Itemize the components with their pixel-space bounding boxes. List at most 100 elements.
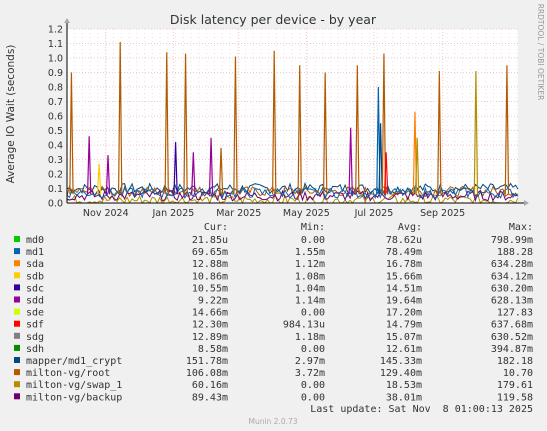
- legend-value-avg: 15.66m: [386, 271, 422, 282]
- spike-mark: [473, 71, 479, 195]
- spike-mark: [504, 65, 510, 195]
- x-axis-ticks: Nov 2024 Jan 2025 Mar 2025 May 2025 Jul 2025…: [83, 208, 465, 219]
- spike-mark: [105, 155, 111, 195]
- y-tick-label: 0.4: [48, 141, 63, 152]
- spike-mark: [322, 72, 328, 195]
- y-tick-label: 1.2: [48, 25, 63, 36]
- spike-mark: [164, 52, 169, 195]
- spike-mark: [437, 71, 442, 195]
- y-tick-label: 1.1: [48, 39, 63, 50]
- legend-value-max: 630.52m: [491, 332, 533, 343]
- legend-value-avg: 14.51m: [386, 283, 422, 294]
- legend-series-name: sda: [26, 259, 44, 270]
- x-tick-label: Nov 2024: [83, 208, 129, 219]
- legend-series-name: sdb: [26, 271, 44, 282]
- legend-value-cur: 9.22m: [198, 296, 228, 307]
- legend-value-min: 0.00: [301, 392, 325, 403]
- legend-value-max: 127.83: [497, 308, 533, 319]
- legend-value-max: 394.87m: [491, 344, 533, 355]
- legend-value-cur: 8.58m: [198, 344, 228, 355]
- legend-swatch: [14, 272, 20, 279]
- legend-value-max: 188.28: [497, 247, 533, 258]
- spike-mark: [208, 137, 214, 195]
- legend-swatch: [14, 369, 20, 376]
- grid: [67, 28, 518, 203]
- legend-value-avg: 15.07m: [386, 332, 422, 343]
- legend-value-cur: 69.65m: [192, 247, 228, 258]
- series-line-mapper-md1-crypt: [66, 182, 519, 195]
- legend-value-min: 0.00: [301, 344, 325, 355]
- legend-series-name: sdd: [26, 296, 44, 307]
- y-tick-label: 0.5: [48, 126, 63, 137]
- legend-value-max: 119.58: [497, 392, 533, 403]
- spike-mark: [272, 50, 277, 195]
- legend: Cur: Min: Avg: Max: md0 21.85u 0.00 78.62u 798.9…: [14, 222, 533, 403]
- chart-title: Disk latency per device - by year: [170, 12, 377, 27]
- y-tick-label: 1.0: [48, 54, 63, 65]
- y-tick-label: 0.6: [48, 112, 63, 123]
- y-axis-ticks: 0.0 0.1 0.2 0.3 0.4 0.5 0.6 0.7 0.8 0.9 1.0 1.1 1.2: [48, 25, 63, 210]
- legend-value-avg: 12.61m: [386, 344, 422, 355]
- x-axis-arrow: [524, 200, 529, 206]
- spike-mark: [218, 147, 224, 195]
- legend-value-min: 1.04m: [295, 283, 325, 294]
- legend-value-cur: 10.86m: [192, 271, 228, 282]
- legend-series-name: milton-vg/backup: [26, 392, 122, 403]
- legend-value-cur: 21.85u: [192, 235, 228, 246]
- y-axis-label: Average IO Wait (seconds): [5, 45, 17, 184]
- spike-mark: [183, 53, 188, 195]
- legend-value-min: 1.18m: [295, 332, 325, 343]
- legend-swatch: [14, 357, 20, 363]
- legend-value-max: 10.70: [503, 368, 533, 379]
- legend-value-max: 630.20m: [491, 283, 533, 294]
- legend-series-name: md1: [26, 247, 44, 258]
- legend-column-header: Cur:: [204, 222, 228, 233]
- legend-value-min: 0.00: [301, 235, 325, 246]
- x-tick-label: Mar 2025: [216, 208, 261, 219]
- legend-value-cur: 12.30m: [192, 320, 228, 331]
- legend-column-header: Max:: [509, 222, 533, 233]
- legend-value-avg: 18.53m: [386, 380, 422, 391]
- legend-value-max: 798.99m: [491, 235, 533, 246]
- y-tick-label: 0.3: [48, 155, 63, 166]
- spike-mark: [383, 152, 389, 195]
- series-line-milton-vg-root: [66, 185, 519, 198]
- legend-value-min: 3.72m: [295, 368, 325, 379]
- legend-value-min: 0.00: [301, 380, 325, 391]
- legend-value-avg: 16.78m: [386, 259, 422, 270]
- legend-swatch: [14, 344, 20, 351]
- legend-value-min: 2.97m: [295, 356, 325, 367]
- legend-value-cur: 12.88m: [192, 259, 228, 270]
- spike-mark: [191, 152, 196, 195]
- rrdtool-credit: RRDTOOL / TOBI OETIKER: [536, 4, 545, 101]
- y-tick-label: 0.2: [48, 170, 63, 181]
- spike-mark: [69, 72, 74, 195]
- legend-series-name: sdc: [26, 283, 44, 294]
- y-tick-label: 0.7: [48, 97, 63, 108]
- legend-swatch: [14, 260, 20, 267]
- legend-value-min: 1.55m: [295, 247, 325, 258]
- legend-value-avg: 17.20m: [386, 308, 422, 319]
- spike-mark: [381, 53, 387, 195]
- legend-value-avg: 14.79m: [386, 320, 422, 331]
- legend-series-name: sdh: [26, 344, 44, 355]
- y-tick-label: 0.0: [48, 199, 63, 210]
- legend-value-cur: 12.89m: [192, 332, 228, 343]
- legend-value-cur: 106.08m: [186, 368, 228, 379]
- legend-swatch: [14, 393, 20, 400]
- x-tick-label: Jul 2025: [354, 208, 394, 219]
- y-tick-label: 0.9: [48, 68, 63, 79]
- legend-series-name: sdf: [26, 320, 44, 331]
- spike-mark: [414, 137, 420, 195]
- last-update-text: Last update: Sat Nov 8 01:00:13 2025: [310, 404, 533, 415]
- legend-value-cur: 10.55m: [192, 283, 228, 294]
- legend-swatch: [14, 284, 20, 291]
- legend-series-name: sdg: [26, 332, 44, 343]
- legend-value-cur: 14.66m: [192, 308, 228, 319]
- legend-value-min: 1.08m: [295, 271, 325, 282]
- y-axis-arrow: [64, 18, 70, 23]
- legend-swatch: [14, 381, 20, 388]
- legend-value-min: 1.14m: [295, 296, 325, 307]
- legend-series-name: sde: [26, 308, 44, 319]
